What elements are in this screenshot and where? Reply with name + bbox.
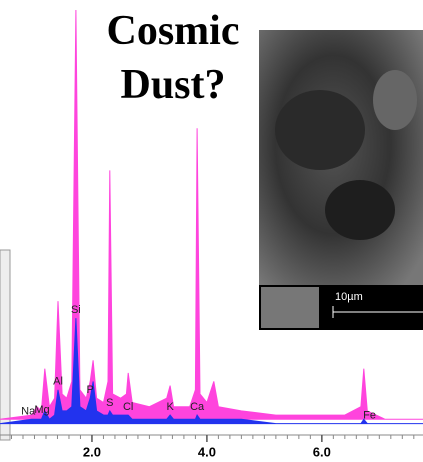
peak-label: P (87, 384, 94, 396)
x-tick-label: 4.0 (198, 444, 216, 459)
peak-label: S (106, 397, 113, 409)
sem-inset (261, 287, 319, 328)
chart-title: Cosmic Dust? (88, 4, 258, 112)
peak-label: Al (53, 376, 63, 388)
particle (275, 90, 365, 170)
particle (325, 180, 395, 240)
peak-label: Mg (34, 404, 49, 416)
peak-label: Fe (363, 409, 376, 421)
left-frame (0, 250, 10, 440)
peak-label: Ca (190, 401, 205, 413)
micrograph: 10µm (259, 30, 423, 330)
particle (373, 70, 417, 130)
x-tick-label: 2.0 (83, 444, 101, 459)
peak-label: Si (71, 304, 81, 316)
page: 2.04.06.0NaMgAlSiPSClKCaFe 10µm Cosmic D… (0, 0, 423, 462)
frame-edge (0, 250, 10, 440)
peak-label: Cl (123, 401, 133, 413)
scale-label: 10µm (335, 291, 363, 303)
peak-label: K (166, 401, 174, 413)
x-tick-label: 6.0 (313, 444, 331, 459)
